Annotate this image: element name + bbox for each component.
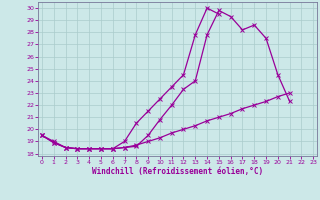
- X-axis label: Windchill (Refroidissement éolien,°C): Windchill (Refroidissement éolien,°C): [92, 167, 263, 176]
